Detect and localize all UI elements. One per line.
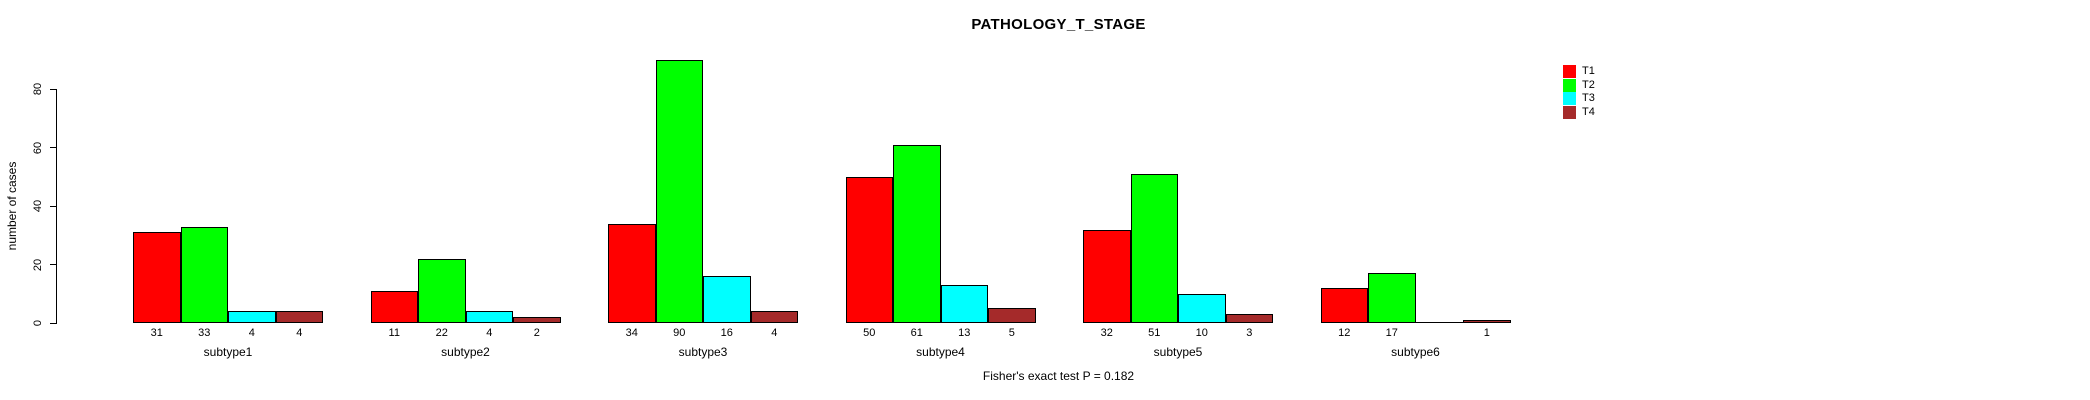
- bar-value-label: 13: [958, 327, 971, 339]
- y-axis-tick: [50, 205, 57, 207]
- bar-value-label: 16: [720, 327, 733, 339]
- category-label-subtype2: subtype2: [441, 345, 490, 359]
- bar-t2-subtype6: [1368, 273, 1416, 323]
- bar-value-label: 4: [296, 327, 303, 339]
- bar-t1-subtype3: [608, 223, 656, 323]
- y-axis-tick: [50, 147, 57, 149]
- bar-t4-subtype4: [988, 308, 1036, 323]
- bar-t1-subtype1: [133, 232, 181, 323]
- chart-title: PATHOLOGY_T_STAGE: [971, 16, 1146, 33]
- bar-value-label: 4: [486, 327, 493, 339]
- bar-t2-subtype4: [893, 144, 941, 323]
- bar-value-label: 10: [1195, 327, 1208, 339]
- bar-t2-subtype3: [655, 60, 703, 323]
- bar-value-label: 33: [198, 327, 211, 339]
- legend-swatch-t1: [1563, 65, 1576, 78]
- bar-value-label: 12: [1338, 327, 1351, 339]
- y-axis-tick-label: 40: [32, 200, 44, 213]
- bar-t4-subtype3: [750, 311, 798, 323]
- bar-value-label: 61: [910, 327, 923, 339]
- bar-value-label: 4: [771, 327, 778, 339]
- y-axis-tick-label: 20: [32, 258, 44, 271]
- bar-t3-subtype3: [703, 276, 751, 323]
- footer-annotation: Fisher's exact test P = 0.182: [982, 369, 1135, 383]
- bar-t4-subtype2: [513, 317, 561, 323]
- y-axis-tick-label: 80: [32, 83, 44, 96]
- y-axis-tick-label: 0: [32, 319, 44, 327]
- bar-value-label: 17: [1385, 327, 1398, 339]
- bar-value-label: 51: [1148, 327, 1161, 339]
- bar-t2-subtype1: [180, 226, 228, 323]
- bar-value-label: 90: [673, 327, 686, 339]
- legend-swatch-t3: [1563, 92, 1576, 106]
- legend-swatch-t2: [1563, 78, 1576, 92]
- bar-t3-subtype6-zero: [1415, 322, 1463, 323]
- bar-value-label: 34: [625, 327, 638, 339]
- bar-t3-subtype2: [465, 311, 513, 323]
- legend-label-t1: T1: [1582, 65, 1595, 77]
- bar-value-label: 50: [863, 327, 876, 339]
- category-label-subtype3: subtype3: [678, 345, 728, 359]
- bar-value-label: 5: [1008, 327, 1015, 339]
- bar-value-label: 4: [248, 327, 255, 339]
- legend-label-t4: T4: [1582, 106, 1595, 119]
- bar-t3-subtype5: [1178, 293, 1226, 323]
- legend-label-t2: T2: [1582, 78, 1595, 91]
- bar-t3-subtype1: [228, 311, 276, 323]
- bar-value-label: 11: [388, 327, 400, 339]
- bar-value-label: 2: [533, 327, 540, 339]
- bar-t3-subtype4: [940, 285, 988, 323]
- bar-value-label: 3: [1246, 327, 1253, 339]
- bar-t2-subtype5: [1130, 174, 1178, 323]
- bar-t4-subtype1: [275, 311, 323, 323]
- y-axis-tick: [50, 322, 57, 324]
- bar-t2-subtype2: [418, 258, 466, 323]
- bar-t4-subtype6: [1463, 320, 1511, 323]
- category-label-subtype4: subtype4: [916, 345, 965, 359]
- bar-t1-subtype4: [845, 177, 893, 323]
- y-axis-tick: [50, 264, 57, 266]
- bar-value-label: 1: [1483, 327, 1490, 339]
- bar-value-label: 22: [435, 327, 448, 339]
- y-axis-tick: [50, 88, 57, 90]
- y-axis-tick-label: 60: [32, 141, 44, 154]
- category-label-subtype5: subtype5: [1153, 345, 1203, 359]
- bar-value-label: 32: [1100, 327, 1113, 339]
- bar-t1-subtype5: [1083, 229, 1131, 323]
- legend-swatch-t4: [1563, 106, 1576, 120]
- bar-value-label: 31: [150, 327, 163, 339]
- category-label-subtype6: subtype6: [1391, 345, 1440, 359]
- legend-label-t3: T3: [1582, 92, 1595, 105]
- bar-t1-subtype2: [370, 290, 418, 323]
- bar-t1-subtype6: [1320, 287, 1368, 323]
- category-label-subtype1: subtype1: [203, 345, 253, 359]
- bar-t4-subtype5: [1225, 314, 1273, 323]
